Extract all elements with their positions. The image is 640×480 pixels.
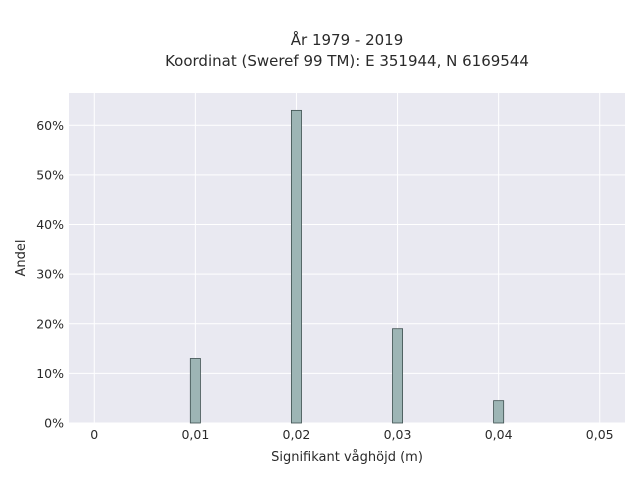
y-tick-labels: 0% 10% 20% 30% 40% 50% 60%	[36, 118, 64, 431]
x-tick-labels: 0 0,01 0,02 0,03 0,04 0,05	[90, 427, 613, 442]
y-tick-label-0: 0%	[44, 416, 64, 431]
x-tick-label-2: 0,02	[283, 427, 311, 442]
x-tick-label-0: 0	[90, 427, 98, 442]
bar-0	[189, 358, 201, 424]
bar-3	[493, 400, 505, 424]
bars	[189, 109, 505, 424]
y-tick-label-4: 40%	[36, 217, 64, 232]
chart-title-line-2: Koordinat (Sweref 99 TM): E 351944, N 61…	[165, 52, 529, 70]
chart-title-line-1: År 1979 - 2019	[291, 30, 404, 49]
y-tick-label-3: 30%	[36, 267, 64, 282]
bar-2	[392, 328, 403, 424]
y-tick-label-6: 60%	[36, 118, 64, 133]
y-tick-label-1: 10%	[36, 366, 64, 381]
y-axis-label: Andel	[14, 240, 29, 277]
x-tick-label-1: 0,01	[181, 427, 209, 442]
x-tick-label-4: 0,04	[485, 427, 513, 442]
x-tick-label-5: 0,05	[586, 427, 614, 442]
bar-1	[290, 109, 302, 424]
x-tick-label-3: 0,03	[384, 427, 412, 442]
y-tick-label-2: 20%	[36, 316, 64, 331]
y-tick-label-5: 50%	[36, 167, 64, 182]
plot-area	[69, 93, 625, 423]
x-axis-label: Signifikant våghöjd (m)	[271, 450, 423, 465]
